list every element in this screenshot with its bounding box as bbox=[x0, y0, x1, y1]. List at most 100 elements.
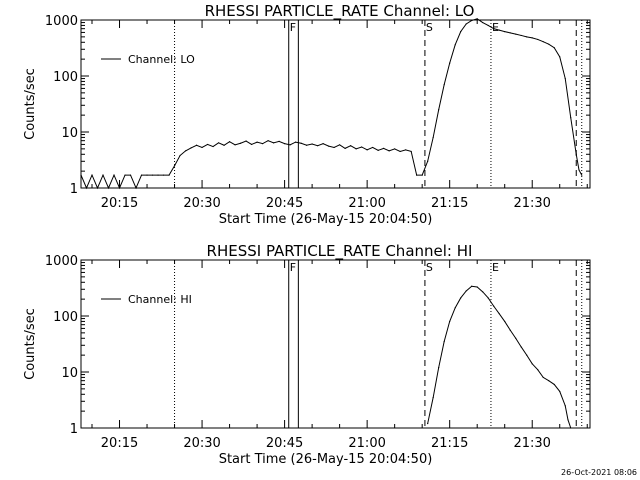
y-tick-label: 1000 bbox=[45, 14, 78, 29]
data-point bbox=[487, 297, 489, 299]
data-point bbox=[421, 174, 423, 176]
data-point bbox=[135, 187, 137, 189]
data-point bbox=[559, 56, 561, 58]
y-tick-label: 1 bbox=[70, 182, 78, 197]
legend-label: Channel: HI bbox=[128, 293, 192, 306]
chart-panel-2: RHESSI PARTICLE_RATE Channel: HI 20:15 20:… bbox=[23, 242, 591, 467]
data-point bbox=[471, 285, 473, 287]
data-point bbox=[96, 187, 99, 189]
x-tick-label: 20:15 bbox=[101, 196, 138, 211]
data-point bbox=[432, 136, 434, 139]
data-point bbox=[190, 147, 192, 149]
data-point bbox=[317, 145, 319, 147]
plot-frame bbox=[80, 259, 591, 429]
data-point bbox=[124, 174, 126, 176]
data-point bbox=[278, 140, 280, 142]
data-point bbox=[471, 19, 473, 22]
data-point bbox=[284, 143, 286, 145]
data-point bbox=[520, 34, 522, 37]
event-marker-label: E bbox=[492, 261, 499, 274]
data-point bbox=[438, 109, 440, 111]
data-point bbox=[427, 422, 429, 425]
x-axis-label: Start Time (26-May-15 20:04:50) bbox=[219, 212, 433, 227]
data-point bbox=[465, 23, 467, 25]
data-point bbox=[476, 18, 478, 20]
data-point bbox=[333, 146, 335, 149]
x-tick-label: 21:30 bbox=[513, 436, 550, 451]
data-point bbox=[239, 142, 242, 144]
data-point bbox=[504, 31, 506, 33]
chart-panel-1: RHESSI PARTICLE_RATE Channel: LO 20:15 20:… bbox=[23, 2, 591, 227]
data-point bbox=[91, 174, 93, 176]
data-point bbox=[107, 187, 110, 189]
data-point bbox=[289, 144, 291, 146]
y-axis-label: Counts/sec bbox=[23, 308, 38, 380]
data-point bbox=[432, 396, 434, 399]
plot-frame bbox=[80, 19, 591, 189]
data-point bbox=[355, 148, 357, 150]
data-point bbox=[449, 320, 451, 323]
data-point bbox=[531, 37, 533, 39]
x-tick-label: 20:30 bbox=[183, 436, 220, 451]
y-tick-label: 10 bbox=[61, 126, 78, 141]
x-tick-label: 21:15 bbox=[431, 196, 468, 211]
data-point bbox=[515, 33, 517, 35]
data-point bbox=[102, 174, 104, 176]
timestamp-label: 26-Oct-2021 08:06 bbox=[561, 468, 637, 477]
y-tick-label: 1000 bbox=[45, 254, 78, 269]
data-point bbox=[487, 24, 489, 27]
data-point bbox=[295, 141, 297, 143]
data-point bbox=[509, 32, 511, 34]
data-point bbox=[372, 146, 374, 149]
data-point bbox=[553, 47, 555, 49]
data-point bbox=[443, 84, 445, 86]
data-point bbox=[498, 313, 500, 315]
data-point bbox=[531, 363, 533, 365]
data-point bbox=[151, 174, 154, 176]
data-point bbox=[344, 147, 346, 149]
data-point bbox=[460, 297, 462, 299]
data-point bbox=[118, 187, 121, 189]
data-point bbox=[223, 144, 225, 146]
y-tick-label: 10 bbox=[61, 366, 78, 381]
data-point bbox=[559, 390, 561, 393]
chart-title: RHESSI PARTICLE_RATE Channel: LO bbox=[205, 2, 475, 21]
x-tick-label: 21:15 bbox=[431, 436, 468, 451]
data-point bbox=[416, 174, 418, 176]
event-marker-label: S bbox=[426, 21, 433, 34]
data-point bbox=[272, 142, 275, 144]
data-point bbox=[405, 149, 407, 151]
data-point bbox=[542, 376, 544, 379]
data-point bbox=[394, 148, 396, 150]
event-marker-label: S bbox=[426, 261, 433, 274]
data-point bbox=[548, 43, 550, 45]
data-point bbox=[113, 174, 115, 176]
data-point bbox=[526, 354, 528, 356]
x-axis-label: Start Time (26-May-15 20:04:50) bbox=[219, 452, 433, 467]
event-marker-label: F bbox=[290, 21, 296, 34]
data-point bbox=[553, 383, 555, 386]
series-line bbox=[427, 285, 572, 429]
data-point bbox=[383, 147, 385, 149]
data-point bbox=[256, 141, 258, 143]
data-point bbox=[581, 174, 583, 176]
data-point bbox=[493, 28, 495, 30]
data-point bbox=[388, 150, 390, 152]
data-point bbox=[206, 143, 209, 146]
x-tick-label: 20:30 bbox=[183, 196, 220, 211]
data-point bbox=[201, 146, 203, 149]
data-point bbox=[427, 160, 429, 162]
data-point bbox=[377, 149, 379, 151]
data-point bbox=[570, 427, 572, 429]
data-point bbox=[350, 145, 352, 147]
data-point bbox=[564, 77, 566, 80]
series-line bbox=[80, 18, 583, 190]
data-point bbox=[173, 165, 176, 167]
x-tick-label: 21:00 bbox=[348, 436, 385, 451]
data-point bbox=[328, 145, 330, 147]
y-tick-label: 100 bbox=[53, 70, 78, 85]
data-point bbox=[140, 174, 143, 176]
data-point bbox=[548, 380, 550, 382]
data-point bbox=[311, 143, 313, 145]
data-point bbox=[184, 150, 187, 152]
